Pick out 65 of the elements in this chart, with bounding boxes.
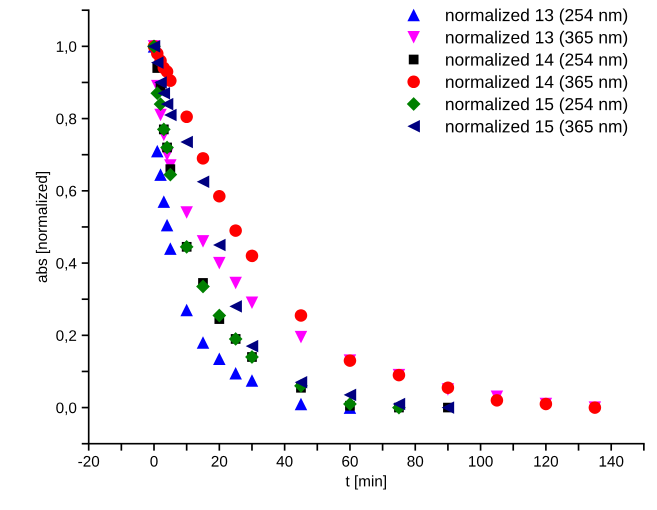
y-tick-label: 1,0 [56, 41, 76, 54]
point [246, 340, 258, 352]
point [180, 304, 193, 316]
point [344, 388, 356, 402]
point [229, 276, 242, 290]
point [151, 144, 164, 158]
point [392, 398, 406, 410]
point [213, 352, 226, 366]
x-axis-title: t [min] [346, 475, 386, 490]
point [229, 367, 242, 380]
point [490, 394, 504, 407]
point [151, 56, 164, 69]
point [294, 398, 308, 410]
point [164, 108, 177, 122]
point [163, 168, 178, 182]
x-tick-label: 80 [407, 456, 424, 467]
x-tick-label: 100 [468, 456, 493, 467]
x-tick-label: 20 [212, 456, 228, 467]
point [229, 224, 242, 237]
point [294, 309, 308, 322]
point [294, 330, 308, 344]
y-tick-label: 0,2 [56, 330, 76, 343]
x-tick-label: -20 [78, 456, 100, 467]
point [229, 300, 242, 313]
y-tick-label: 0,8 [56, 113, 76, 126]
point [213, 256, 226, 270]
point [180, 206, 193, 219]
legend-label: normalized 15 (365 nm) [446, 120, 628, 136]
point [154, 108, 167, 122]
point [196, 152, 210, 165]
x-tick-label: 40 [276, 456, 293, 467]
point [213, 238, 226, 252]
legend-label: normalized 13 (254 nm) [446, 8, 628, 25]
y-axis-title: abs [normalized] [36, 172, 50, 282]
point [158, 195, 170, 208]
point [196, 280, 210, 294]
legend-label: normalized 15 (254 nm) [446, 98, 628, 114]
legend-label: normalized 13 (365 nm) [446, 30, 628, 47]
y-tick-label: 0,4 [56, 258, 76, 271]
point [154, 76, 167, 89]
point [213, 190, 226, 202]
legend-label: normalized 14 (365 nm) [446, 75, 628, 92]
point [294, 376, 308, 389]
point [196, 235, 210, 248]
point [246, 250, 258, 262]
x-tick-label: 120 [534, 456, 558, 467]
point [196, 176, 210, 188]
legend-label: normalized 14 (254 nm) [446, 53, 628, 70]
point [158, 87, 170, 100]
x-tick-label: 60 [342, 456, 358, 467]
x-tick-label: 140 [600, 456, 624, 467]
point [164, 242, 177, 255]
point [160, 98, 174, 110]
y-tick-label: 0,0 [56, 402, 76, 416]
point [246, 296, 258, 310]
point [180, 136, 193, 148]
point [154, 168, 167, 181]
point [160, 218, 174, 232]
point [196, 336, 210, 349]
point [180, 110, 193, 124]
point [212, 308, 226, 322]
y-tick-label: 0,6 [56, 186, 76, 198]
point [246, 374, 258, 387]
point [343, 397, 357, 411]
x-tick-label: 0 [150, 456, 158, 467]
